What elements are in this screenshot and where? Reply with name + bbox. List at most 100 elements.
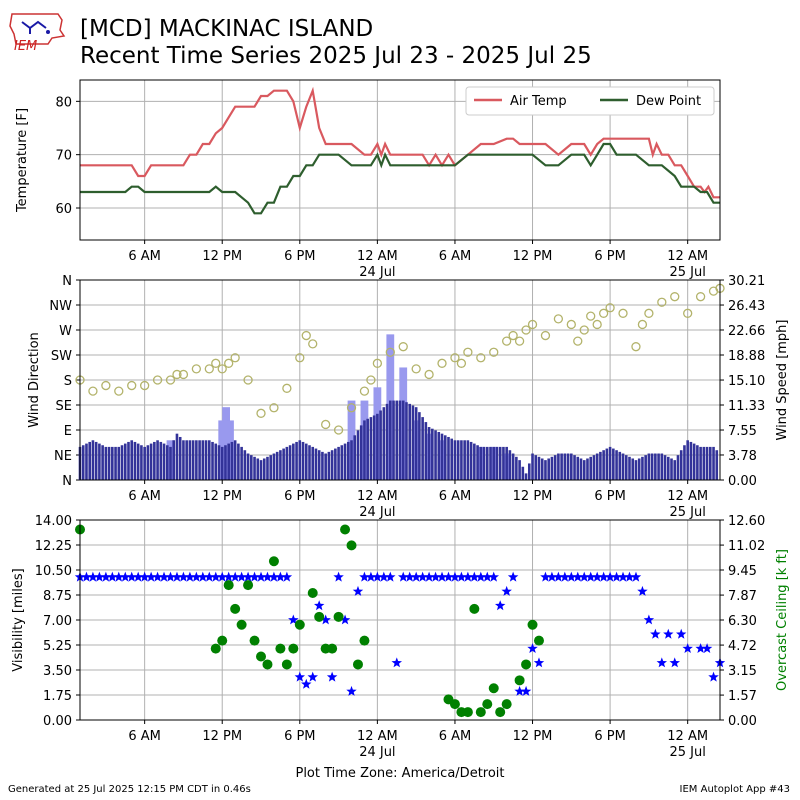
visibility-point	[449, 571, 461, 582]
visibility-point	[417, 571, 428, 582]
wind-speed-bar	[363, 420, 366, 480]
y-tick-label-direction: S	[64, 374, 72, 389]
wind-speed-bar	[518, 460, 521, 480]
visibility-point	[326, 671, 338, 682]
wind-speed-bar	[85, 443, 88, 480]
wind-speed-bar	[592, 455, 596, 480]
x-tick-label: 12 PM	[513, 729, 553, 744]
wind-speed-bar	[230, 441, 234, 480]
wind-direction-point	[191, 364, 202, 374]
wind-speed-bar	[434, 430, 437, 480]
wind-speed-bar	[288, 445, 292, 480]
visibility-point	[598, 571, 609, 582]
ceiling-point	[462, 707, 473, 718]
visibility-point	[87, 571, 99, 582]
visibility-point	[533, 657, 545, 668]
wind-direction-point	[321, 419, 331, 430]
iem-logo: IEM	[9, 13, 66, 52]
wind-direction-point	[152, 375, 163, 385]
visibility-point	[520, 685, 532, 696]
visibility-point	[410, 571, 422, 582]
visibility-point	[281, 571, 293, 582]
wind-speed-bar	[650, 453, 654, 480]
wind-speed-bar	[262, 458, 266, 480]
x-tick-label: 12 AM	[357, 249, 398, 264]
y-right-tick-label-ceiling: 12.60	[728, 514, 765, 529]
x-tick-label: 6 PM	[594, 729, 625, 744]
wind-speed-bar	[534, 455, 538, 480]
wind-speed-bar	[256, 458, 260, 480]
wind-speed-bar	[272, 453, 276, 480]
y-right-tick-label-ceiling: 1.57	[728, 689, 757, 704]
wind-direction-point	[586, 311, 596, 321]
wind-speed-bar	[612, 448, 615, 480]
wind-speed-bar	[111, 446, 114, 480]
logo-wind-symbol	[21, 20, 47, 34]
y-right-tick-label-ceiling: 4.72	[728, 639, 757, 654]
y-right-tick-label-ceiling: 7.87	[728, 589, 757, 604]
wind-speed-bar	[214, 443, 218, 480]
wind-speed-bar	[269, 455, 273, 480]
wind-speed-bar	[586, 458, 589, 480]
x-tick-label: 6 PM	[284, 249, 315, 264]
wind-speed-bar	[211, 441, 214, 480]
wind-speed-bar	[482, 446, 486, 480]
wind-speed-bar	[94, 441, 98, 480]
visibility-point	[708, 671, 719, 682]
visibility-point	[617, 571, 629, 582]
x-tick-label: 12 PM	[202, 249, 242, 264]
y-right-tick-label-ceiling: 0.00	[728, 714, 757, 729]
visibility-point	[171, 571, 183, 582]
visibility-point	[514, 685, 525, 696]
y-tick-label: 70	[55, 149, 72, 164]
autoplot-app-label: IEM Autoplot App #43	[679, 784, 790, 795]
ceiling-point	[230, 603, 241, 614]
y-tick-label-visibility: 8.75	[43, 589, 72, 604]
wind-speed-bar	[153, 441, 156, 480]
logo-dot	[46, 30, 50, 34]
ceiling-point	[449, 699, 460, 710]
visibility-point	[107, 571, 118, 582]
wind-direction-point	[508, 330, 518, 341]
wind-direction-point	[88, 386, 98, 396]
ceiling-point	[236, 619, 247, 630]
x-date-label: 24 Jul	[359, 745, 395, 760]
generated-timestamp: Generated at 25 Jul 2025 12:15 PM CDT in…	[8, 784, 251, 795]
visibility-point	[314, 600, 325, 611]
wind-speed-bar	[456, 440, 460, 480]
wind-speed-bar	[560, 453, 563, 480]
wind-direction-point	[333, 425, 344, 435]
wind-direction-point	[301, 330, 311, 341]
wind-speed-bar	[156, 440, 159, 480]
wind-direction-point	[308, 339, 318, 349]
wind-speed-bar	[191, 440, 195, 480]
wind-speed-bar	[498, 446, 502, 480]
wind-speed-bar	[143, 446, 146, 480]
x-tick-label: 12 PM	[202, 729, 242, 744]
visibility-point	[288, 614, 299, 625]
visibility-point	[255, 571, 267, 582]
wind-speed-bar	[618, 451, 622, 480]
x-tick-label: 6 PM	[284, 729, 315, 744]
wind-speed-bar	[511, 453, 515, 480]
wind-speed-bar	[418, 412, 421, 480]
wind-speed-bar	[547, 458, 550, 480]
wind-direction-point	[101, 380, 111, 391]
wind-speed-bar	[376, 413, 379, 480]
wind-direction-point	[644, 308, 654, 318]
wind-speed-bar	[531, 453, 534, 480]
wind-speed-bar	[327, 451, 331, 480]
ceiling-point	[256, 651, 267, 662]
wind-speed-bar	[557, 453, 560, 480]
ceiling-point	[475, 707, 486, 718]
wind-speed-bar	[508, 450, 512, 480]
wind-speed-bar	[709, 446, 712, 480]
wind-speed-bar	[117, 446, 121, 480]
y-tick-label-direction: E	[64, 424, 72, 439]
visibility-point	[365, 571, 377, 582]
wind-speed-bar	[120, 445, 124, 480]
wind-speed-bar	[424, 422, 428, 480]
ceiling-point	[359, 635, 370, 646]
wind-speed-bar	[641, 456, 644, 480]
